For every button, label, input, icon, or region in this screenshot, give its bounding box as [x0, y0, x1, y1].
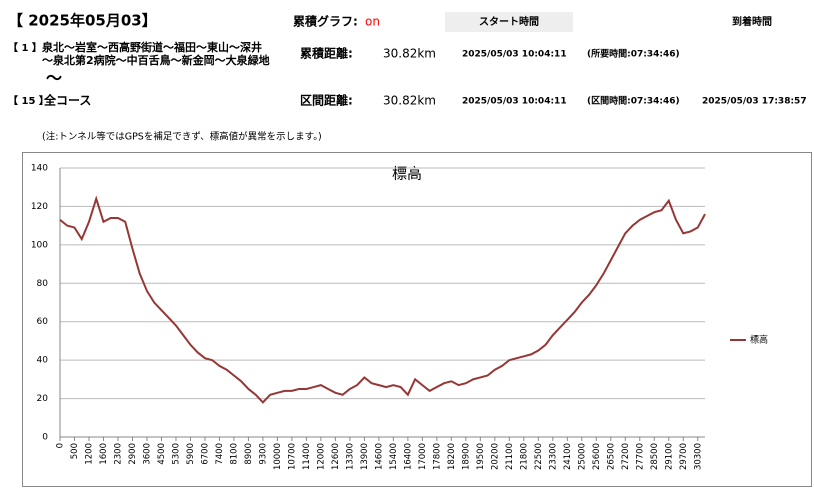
course: ～泉北第2病院～中百舌鳥～新金岡～大泉緑地: [42, 53, 270, 67]
x-tick-label: 17800: [432, 443, 442, 470]
x-tick-label: 9300: [258, 443, 268, 465]
x-tick-label: 18900: [461, 443, 471, 470]
distance-label: 累積距離:: [300, 46, 353, 61]
x-tick-label: 2300: [113, 443, 123, 465]
chart-title: 標高: [392, 165, 422, 183]
arrival: 2025/05/03 17:38:57: [702, 97, 807, 107]
y-tick-label: 80: [37, 279, 49, 289]
x-tick-label: 17000: [418, 443, 428, 470]
x-tick-label: 21100: [505, 443, 515, 470]
x-tick-label: 6700: [200, 443, 210, 465]
x-tick-label: 26500: [606, 443, 616, 470]
duration: (所要時間:07:34:46): [587, 48, 680, 60]
y-tick-label: 40: [37, 356, 49, 366]
y-tick-label: 120: [31, 202, 48, 212]
y-tick-label: 100: [31, 240, 48, 250]
x-tick-label: 1600: [99, 443, 109, 465]
start-time-label: スタート時間: [479, 15, 539, 28]
x-tick-label: 13900: [360, 443, 370, 470]
x-tick-label: 23300: [548, 443, 558, 470]
x-tick-label: 16400: [403, 443, 413, 470]
x-tick-label: 15400: [389, 443, 399, 470]
start-header-box: [445, 12, 573, 32]
x-tick-label: 10700: [287, 443, 297, 470]
x-tick-label: 500: [70, 443, 80, 459]
x-tick-label: 25000: [577, 443, 587, 470]
x-tick-label: 27200: [621, 443, 631, 470]
x-tick-label: 12000: [316, 443, 326, 470]
start: 2025/05/03 10:04:11: [462, 50, 567, 60]
x-tick-label: 29700: [679, 443, 689, 470]
x-tick-label: 10000: [273, 443, 283, 470]
x-tick-label: 2900: [128, 443, 138, 465]
elevation-line: [59, 195, 706, 404]
x-tick-label: 0: [56, 443, 66, 448]
distance: 30.82km: [383, 94, 436, 108]
x-tick-label: 5300: [171, 443, 181, 465]
x-tick-label: 4500: [157, 443, 167, 465]
note: (注:トンネル等ではGPSを補足できず、標高値が異常を示します。): [42, 131, 322, 143]
legend-label: 標高: [750, 334, 768, 346]
x-tick-label: 28500: [650, 443, 660, 470]
x-tick-label: 25600: [592, 443, 602, 470]
distance: 30.82km: [383, 47, 436, 61]
x-tick-label: 22500: [534, 443, 544, 470]
start: 2025/05/03 10:04:11: [462, 97, 567, 107]
x-tick-label: 12600: [331, 443, 341, 470]
duration: (区間時間:07:34:46): [587, 95, 680, 107]
date: 【 2025年05月03】: [8, 12, 157, 30]
x-tick-label: 30300: [693, 443, 703, 470]
x-tick-label: 24100: [563, 443, 573, 470]
x-tick-label: 8900: [244, 443, 254, 465]
x-tick-label: 27700: [635, 443, 645, 470]
arrival-time-label: 到着時間: [732, 15, 772, 28]
x-tick-label: 7400: [215, 443, 225, 465]
x-tick-label: 19500: [476, 443, 486, 470]
x-tick-label: 11400: [302, 443, 312, 470]
separator: ～: [46, 69, 62, 88]
x-tick-label: 18200: [447, 443, 457, 470]
y-tick-label: 0: [42, 433, 48, 443]
y-tick-label: 20: [37, 394, 49, 404]
row-index: 【 1 】: [8, 41, 42, 54]
chart-frame: [22, 152, 812, 487]
x-tick-label: 20200: [490, 443, 500, 470]
x-tick-label: 3600: [142, 443, 152, 465]
x-tick-label: 5900: [186, 443, 196, 465]
course: 全コース: [43, 93, 91, 108]
x-tick-label: 8100: [229, 443, 239, 465]
distance-label: 区間距離:: [300, 93, 353, 108]
x-tick-label: 14600: [374, 443, 384, 470]
graph-label: 累積グラフ:: [293, 14, 358, 29]
x-tick-label: 21800: [519, 443, 529, 470]
graph-state: on: [365, 15, 380, 29]
y-tick-label: 140: [31, 164, 48, 174]
x-tick-label: 29100: [664, 443, 674, 470]
x-tick-label: 1200: [84, 443, 94, 465]
x-tick-label: 13300: [345, 443, 355, 470]
row-index: 【 15 】: [8, 94, 49, 107]
course: 泉北～岩室～西高野街道～福田～東山～深井: [41, 40, 262, 54]
y-tick-label: 60: [37, 317, 49, 327]
